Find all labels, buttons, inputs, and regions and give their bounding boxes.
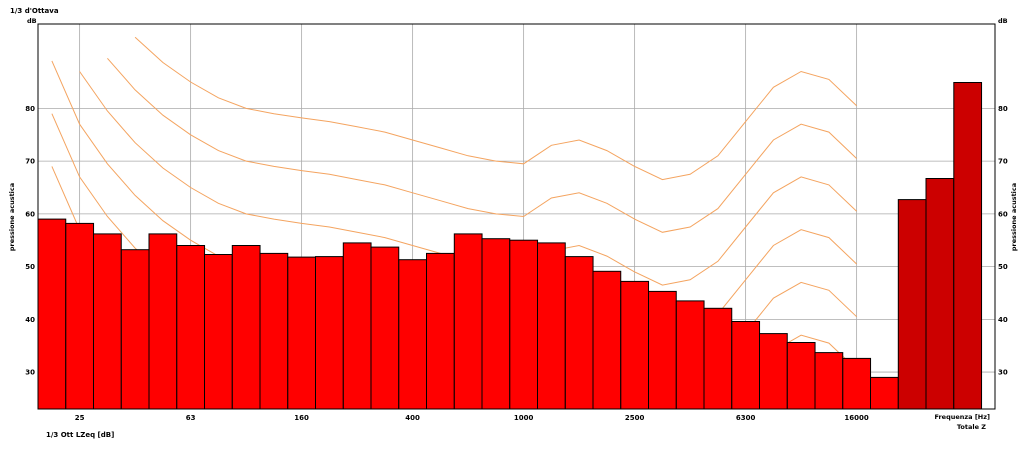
bar-630 [453, 233, 483, 410]
y-tick-label: 80 [998, 105, 1008, 113]
y-tick-label: 80 [25, 105, 35, 113]
total-bars [897, 82, 983, 410]
bar-6300 [731, 321, 761, 410]
bar-1600 [564, 256, 594, 410]
bar-10000 [786, 342, 816, 410]
bar-500 [426, 252, 455, 410]
x-tick-labels: 25 63 160 400 1000 2500 6300 16000 [75, 414, 869, 422]
bar-12500 [814, 352, 844, 410]
bar-50 [148, 233, 178, 410]
y-unit-left: dB [27, 17, 37, 25]
y-tick-label: 30 [998, 369, 1008, 377]
bar-20000 [870, 376, 899, 410]
bar-4000 [675, 300, 705, 410]
bar-800 [481, 238, 511, 410]
totals-label: Totale Z [957, 423, 986, 431]
x-tick-label: 1000 [514, 414, 534, 422]
bar-100 [231, 245, 261, 410]
total-bar-3 [953, 82, 983, 410]
bars [37, 218, 899, 410]
y-axis-label-left: pressione acustica [8, 183, 16, 251]
contour-line [134, 36, 857, 181]
x-tick-label: 6300 [736, 414, 756, 422]
bar-2000 [592, 270, 622, 410]
bar-25 [65, 222, 95, 410]
bar-31.5 [93, 233, 122, 410]
bar-63 [176, 245, 206, 410]
x-tick-label: 400 [405, 414, 420, 422]
bar-5000 [703, 307, 733, 410]
bar-40 [120, 249, 150, 410]
y-unit-right: dB [998, 17, 1008, 25]
bar-1000 [509, 239, 539, 410]
bar-3150 [648, 290, 677, 410]
y-tick-label: 70 [25, 158, 35, 166]
chart-title: 1/3 d'Ottava [10, 7, 59, 15]
y-tick-label: 60 [998, 210, 1008, 218]
y-tick-label: 50 [25, 263, 35, 271]
y-tick-label: 70 [998, 158, 1008, 166]
bar-125 [259, 252, 289, 410]
bar-1250 [537, 242, 566, 410]
plot-border [37, 23, 996, 410]
y-tick-labels-right: 30 40 50 60 70 80 [998, 105, 1008, 377]
y-tick-label: 50 [998, 263, 1008, 271]
y-tick-label: 30 [25, 369, 35, 377]
x-tick-label: 160 [294, 414, 309, 422]
x-tick-label: 25 [75, 414, 85, 422]
bar-200 [315, 256, 344, 410]
bar-400 [398, 259, 428, 410]
bar-250 [342, 242, 372, 410]
x-axis-label: Frequenza [Hz] [934, 413, 990, 421]
bar-315 [370, 246, 400, 410]
bar-80 [204, 254, 233, 410]
chart-caption: 1/3 Ott LZeq [dB] [46, 431, 115, 439]
bar-8000 [759, 333, 788, 410]
y-tick-label: 40 [998, 316, 1008, 324]
bar-16000 [842, 357, 872, 410]
y-axis-label-right: pressione acustica [1010, 183, 1018, 251]
contour-line [107, 57, 857, 233]
x-tick-label: 2500 [625, 414, 645, 422]
x-tick-label: 63 [186, 414, 196, 422]
y-tick-labels-left: 30 40 50 60 70 80 [25, 105, 35, 377]
total-bar-2 [925, 178, 955, 410]
x-tick-label: 16000 [844, 414, 868, 422]
bar-2500 [620, 280, 650, 410]
total-bar-1 [897, 199, 927, 410]
y-tick-label: 40 [25, 316, 35, 324]
bar-160 [287, 256, 317, 410]
bar-20 [37, 218, 67, 410]
y-tick-label: 60 [25, 210, 35, 218]
